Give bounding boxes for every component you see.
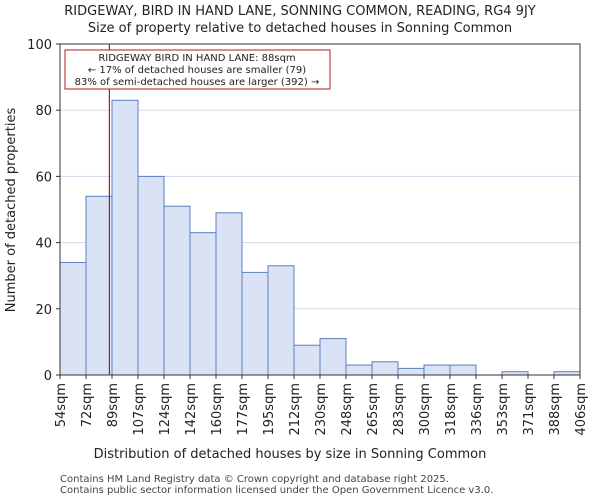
x-tick-label: 142sqm (184, 383, 199, 436)
x-tick-label: 177sqm (236, 383, 251, 436)
y-tick-label: 60 (35, 170, 52, 185)
bar-248sqm (346, 365, 372, 375)
footer-line1: Contains HM Land Registry data © Crown c… (60, 474, 449, 485)
bar-212sqm (294, 345, 320, 375)
x-tick-label: 72sqm (80, 383, 95, 427)
x-tick-label: 388sqm (548, 383, 563, 436)
bar-177sqm (242, 272, 268, 375)
x-tick-label: 318sqm (444, 383, 459, 436)
bar-283sqm (398, 368, 424, 375)
y-tick-label: 40 (35, 237, 52, 252)
x-tick-label: 107sqm (132, 383, 147, 436)
x-tick-label: 160sqm (210, 383, 225, 436)
x-tick-label: 54sqm (54, 383, 69, 427)
x-tick-label: 195sqm (262, 383, 277, 436)
footer-line2: Contains public sector information licen… (60, 485, 493, 496)
chart-title-line2: Size of property relative to detached ho… (88, 21, 512, 36)
y-tick-label: 80 (35, 104, 52, 119)
x-tick-label: 406sqm (574, 383, 589, 436)
bar-142sqm (190, 233, 216, 375)
bar-300sqm (424, 365, 450, 375)
bars (60, 100, 580, 375)
x-axis-ticks: 54sqm 72sqm 89sqm 107sqm 124sqm 142sqm 160sqm 1… (54, 375, 589, 436)
x-tick-label: 265sqm (366, 383, 381, 436)
annotation-line1: RIDGEWAY BIRD IN HAND LANE: 88sqm (98, 53, 295, 64)
bar-160sqm (216, 213, 242, 375)
x-tick-label: 248sqm (340, 383, 355, 436)
x-tick-label: 371sqm (522, 383, 537, 436)
x-tick-label: 353sqm (496, 383, 511, 436)
x-tick-label: 212sqm (288, 383, 303, 436)
bar-54sqm (60, 262, 86, 375)
annotation-box: RIDGEWAY BIRD IN HAND LANE: 88sqm ← 17% … (65, 50, 330, 89)
bar-124sqm (164, 206, 190, 375)
x-tick-label: 89sqm (106, 383, 121, 427)
y-tick-label: 20 (35, 303, 52, 318)
x-tick-label: 336sqm (470, 383, 485, 436)
x-tick-label: 283sqm (392, 383, 407, 436)
y-axis-label: Number of detached properties (4, 108, 19, 313)
bar-195sqm (268, 266, 294, 375)
x-axis-label: Distribution of detached houses by size … (94, 447, 487, 462)
bar-230sqm (320, 339, 346, 375)
bar-89sqm (112, 100, 138, 375)
bar-107sqm (138, 176, 164, 375)
x-tick-label: 230sqm (314, 383, 329, 436)
bar-72sqm (86, 196, 112, 375)
chart-title-line1: RIDGEWAY, BIRD IN HAND LANE, SONNING COM… (64, 4, 536, 19)
y-tick-label: 100 (27, 38, 52, 53)
annotation-line3: 83% of semi-detached houses are larger (… (75, 77, 320, 88)
x-tick-label: 124sqm (158, 383, 173, 436)
y-tick-label: 0 (44, 369, 52, 384)
y-axis-ticks: 0 20 40 60 80 100 (27, 38, 60, 384)
histogram-chart: RIDGEWAY, BIRD IN HAND LANE, SONNING COM… (0, 0, 600, 500)
bar-265sqm (372, 362, 398, 375)
bar-318sqm (450, 365, 476, 375)
x-tick-label: 300sqm (418, 383, 433, 436)
annotation-line2: ← 17% of detached houses are smaller (79… (88, 65, 306, 76)
